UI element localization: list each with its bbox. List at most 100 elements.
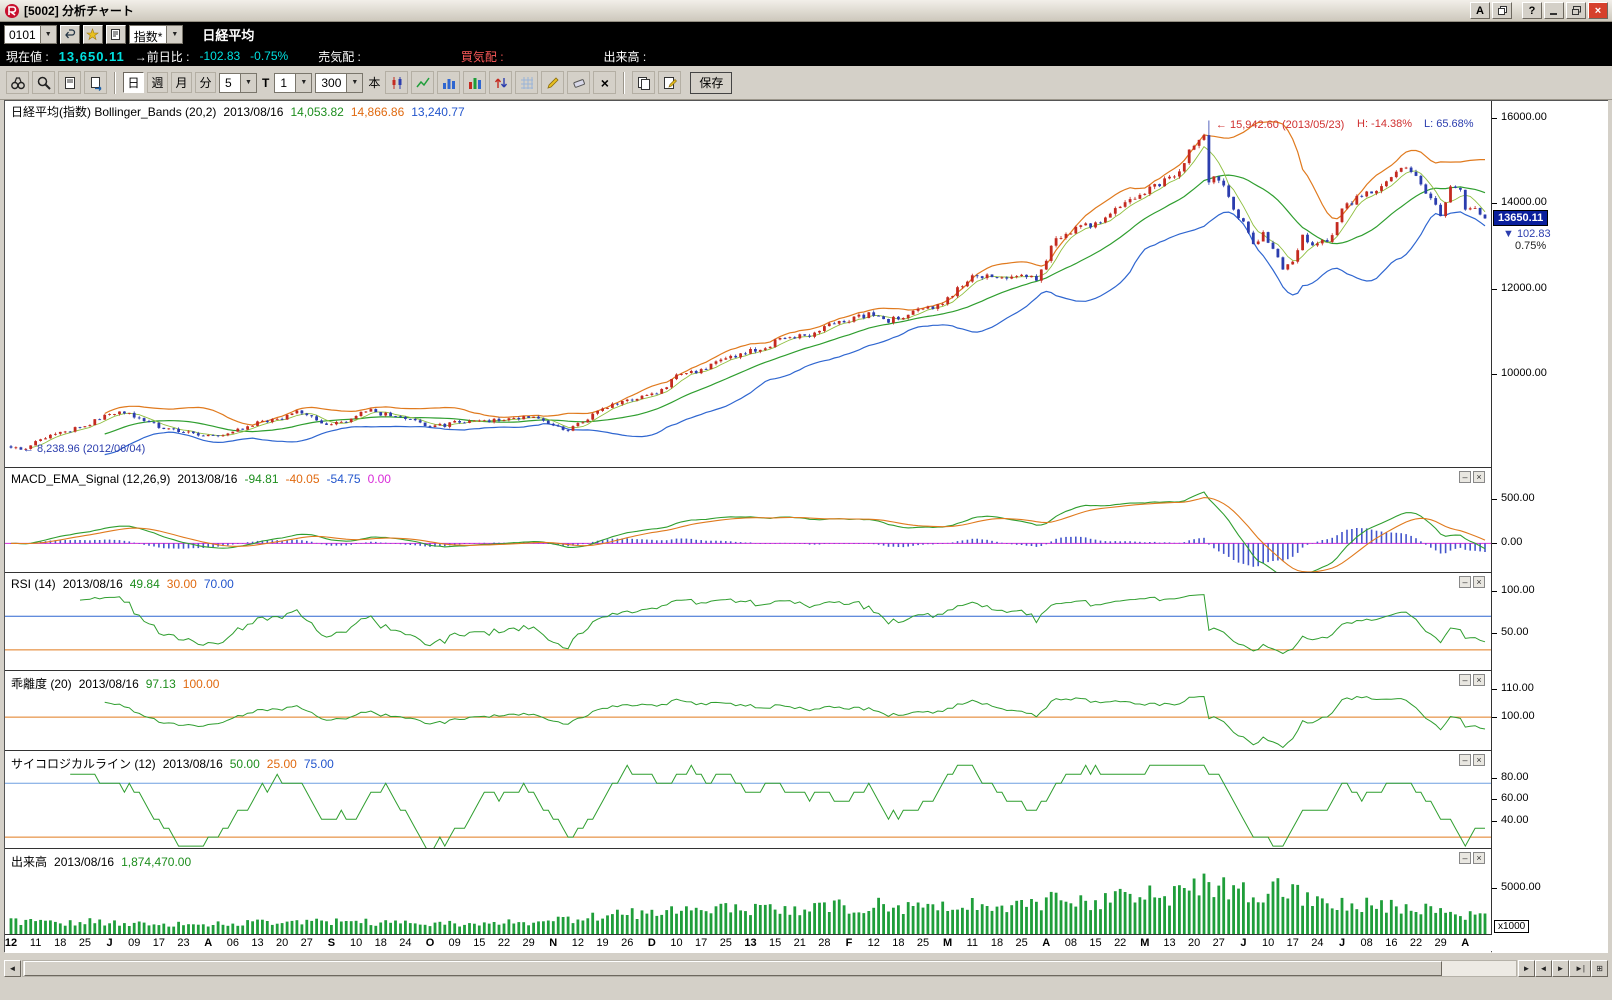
kairi-panel [5,672,1491,751]
new-chart-button[interactable] [58,71,81,94]
line-type-button[interactable] [411,71,435,94]
dropdown-icon[interactable]: ▼ [295,73,312,92]
x-axis-label: S [327,937,336,949]
bar-count-value: 300 [321,75,342,90]
last-price-tag: 13650.11 [1493,210,1549,227]
copy-window-button[interactable] [1492,2,1512,19]
scroll-right-button[interactable]: ► [1518,960,1535,977]
memo-icon-button[interactable] [105,24,126,44]
period-weekly-button[interactable]: 週 [147,72,168,93]
zoom-button[interactable] [32,71,55,94]
volume-panel-controls: – × [1459,852,1485,864]
bid-label: 買気配 : [460,49,504,64]
indicator-display-button[interactable] [463,71,487,94]
page-list-button[interactable] [632,71,656,94]
horizontal-scrollbar[interactable]: ◄ ► ◄ ► ►| ⊞ [4,960,1608,977]
macd-lines [10,491,1486,572]
layout-grid-button[interactable]: ⊞ [1591,960,1608,977]
grid-toggle-button[interactable] [515,71,539,94]
kairi-date: 2013/08/16 [78,677,139,691]
macd-chart [5,491,1491,572]
axis-tick-label: 100.00 [1501,583,1535,596]
help-button[interactable]: ? [1522,2,1542,19]
bar-count-select[interactable]: 300 ▼ [315,72,364,93]
dropdown-icon[interactable]: ▼ [39,25,56,43]
scroll-left-button[interactable]: ◄ [4,960,21,977]
save-button[interactable]: 保存 [690,71,733,94]
latest-period-button[interactable]: ►| [1569,960,1591,977]
x-axis-label: J [106,937,113,949]
compare-display-button[interactable] [489,71,513,94]
x-axis-label: M [943,937,953,949]
x-axis-label: 10 [1261,937,1275,949]
rsi-minimize-button[interactable]: – [1459,576,1471,588]
tick-count-select[interactable]: 1 ▼ [274,72,313,93]
minute-interval-select[interactable]: 5 ▼ [219,72,257,93]
psych-minimize-button[interactable]: – [1459,754,1471,766]
x-axis-label: 17 [1286,937,1299,949]
x-axis-label: 09 [128,937,141,949]
axis-tick [1492,688,1497,690]
bollinger-upper-value: 14,866.86 [350,105,405,119]
x-axis-label: 06 [226,937,239,949]
annotate-button[interactable]: A [1470,2,1490,19]
period-daily-button[interactable]: 日 [123,72,144,93]
restore-button[interactable] [1566,2,1586,19]
grid-icon [520,76,533,89]
macd-signal-value: -40.05 [285,472,320,486]
next-period-button[interactable]: ► [1552,960,1569,977]
axis-tick-label: 10000.00 [1501,367,1547,380]
dropdown-icon[interactable]: ▼ [166,25,183,43]
candlestick-type-button[interactable] [385,71,409,94]
copy-chart-button[interactable] [84,71,107,94]
window-titlebar[interactable]: [5002] 分析チャート A ? × [0,0,1612,22]
x-axis-label: 18 [374,937,387,949]
undo-icon-button[interactable] [59,24,80,44]
eraser-tool-button[interactable] [567,71,591,94]
rsi-close-button[interactable]: × [1473,576,1485,588]
prev-diff-label: →前日比 : [134,49,190,64]
delete-drawing-button[interactable]: × [593,71,617,94]
kairi-close-button[interactable]: × [1473,674,1485,686]
binoculars-icon [10,76,25,89]
x-axis-label: 15 [473,937,486,949]
page-edit-button[interactable] [658,71,682,94]
rsi-low-ref: 30.00 [166,577,197,591]
period-monthly-button[interactable]: 月 [171,72,192,93]
caption-buttons: A ? × [1470,2,1608,19]
axis-tick [1492,633,1497,635]
minimize-button[interactable] [1544,2,1564,19]
close-button[interactable]: × [1588,2,1608,19]
page-pencil-icon [663,76,677,89]
x-axis-label: 15 [768,937,782,949]
memo-icon [111,28,121,40]
macd-minimize-button[interactable]: – [1459,471,1471,483]
draw-tool-button[interactable] [541,71,565,94]
axis-tick-label: 110.00 [1501,681,1534,694]
axis-tick [1492,374,1497,376]
symbol-search-button[interactable] [6,71,29,94]
rsi-high-ref: 70.00 [203,577,234,591]
volume-close-button[interactable]: × [1473,852,1485,864]
bar-chart-icon [442,78,455,89]
favorites-icon-button[interactable] [82,24,103,44]
macd-value: -94.81 [244,472,279,486]
prev-period-button[interactable]: ◄ [1535,960,1552,977]
window-title: [5002] 分析チャート [24,4,134,18]
x-axis-label: 26 [621,937,634,949]
macd-date: 2013/08/16 [177,472,238,486]
psych-close-button[interactable]: × [1473,754,1485,766]
rsi-panel-controls: – × [1459,576,1485,588]
scrollbar-track[interactable] [22,960,1517,977]
kairi-minimize-button[interactable]: – [1459,674,1471,686]
dropdown-icon[interactable]: ▼ [346,73,363,92]
x-axis-label: 08 [1064,937,1078,949]
screen-code-combo[interactable]: 0101 ▼ [4,24,57,44]
macd-close-button[interactable]: × [1473,471,1485,483]
volume-display-button[interactable] [437,71,461,94]
category-combo[interactable]: 指数* ▼ [128,24,184,44]
period-minute-button[interactable]: 分 [195,72,216,93]
volume-minimize-button[interactable]: – [1459,852,1471,864]
dropdown-icon[interactable]: ▼ [240,73,256,92]
scrollbar-thumb[interactable] [24,961,1443,976]
